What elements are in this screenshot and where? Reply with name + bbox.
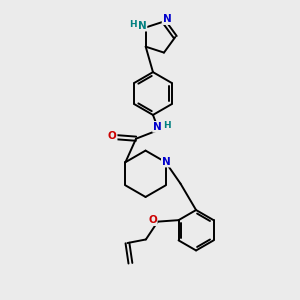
Text: O: O [108, 131, 117, 141]
Text: H: H [163, 121, 171, 130]
Text: N: N [138, 21, 146, 31]
Text: O: O [148, 215, 157, 225]
Text: N: N [163, 14, 171, 24]
Text: H: H [129, 20, 137, 29]
Text: N: N [162, 157, 171, 166]
Text: N: N [153, 122, 162, 132]
